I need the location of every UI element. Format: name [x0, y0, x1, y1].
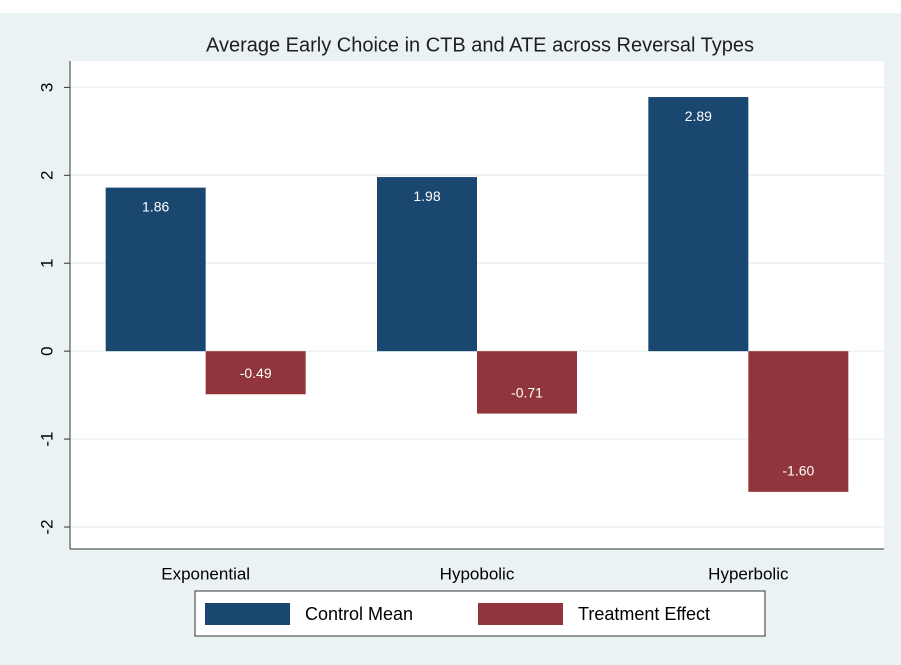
bar: [105, 187, 206, 352]
bar: [377, 177, 477, 352]
legend-label: Control Mean: [305, 604, 413, 624]
y-tick-label: 0: [37, 346, 56, 355]
value-label: 2.89: [685, 108, 712, 124]
bar: [477, 351, 577, 414]
value-label: 1.98: [413, 188, 440, 204]
x-tick-label: Hyperbolic: [708, 564, 789, 583]
value-label: -0.71: [511, 384, 543, 400]
top-strip: [0, 0, 901, 13]
y-tick-label: 2: [37, 171, 56, 180]
y-tick-label: -2: [37, 519, 56, 534]
legend-swatch: [205, 603, 290, 625]
y-tick-label: -1: [37, 432, 56, 447]
value-label: 1.86: [142, 198, 169, 214]
x-tick-label: Exponential: [161, 564, 250, 583]
bar: [748, 351, 849, 492]
value-label: -0.49: [240, 365, 272, 381]
y-tick-label: 1: [37, 258, 56, 267]
x-tick-label: Hypobolic: [440, 564, 515, 583]
chart-title: Average Early Choice in CTB and ATE acro…: [206, 34, 754, 56]
legend-swatch: [478, 603, 563, 625]
y-tick-label: 3: [37, 83, 56, 92]
value-label: -1.60: [782, 463, 814, 479]
bar: [205, 351, 306, 395]
bar: [648, 97, 749, 352]
legend-label: Treatment Effect: [578, 604, 710, 624]
